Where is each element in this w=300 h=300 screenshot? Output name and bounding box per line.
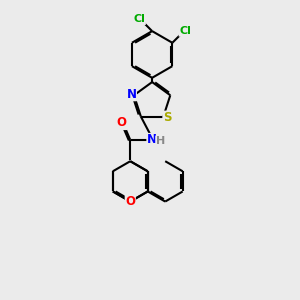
Text: H: H <box>156 136 165 146</box>
Text: N: N <box>147 134 157 146</box>
Text: Cl: Cl <box>134 14 145 24</box>
Text: O: O <box>125 195 135 208</box>
Text: Cl: Cl <box>179 26 191 36</box>
Text: S: S <box>163 111 171 124</box>
Text: N: N <box>126 88 136 101</box>
Text: O: O <box>117 116 127 130</box>
